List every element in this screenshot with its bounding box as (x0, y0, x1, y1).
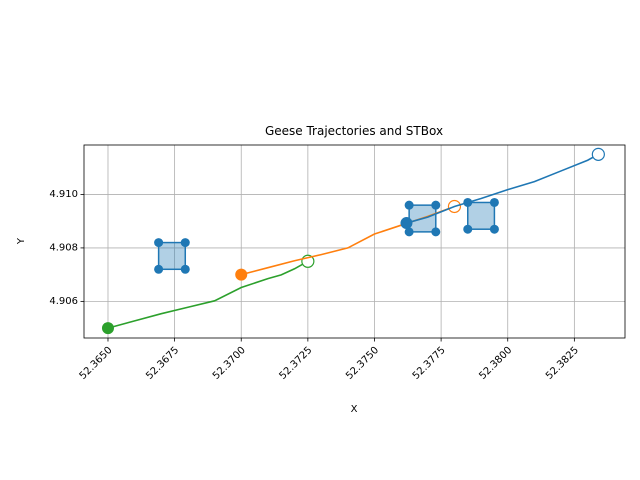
chart-title: Geese Trajectories and STBox (265, 124, 443, 138)
y-axis: 4.906 4.908 4.910 (49, 189, 84, 307)
y-axis-label: Y (16, 237, 27, 245)
trajectory-start-marker (400, 217, 413, 230)
trajectory-line (107, 260, 309, 329)
stbox-corner-point (154, 238, 164, 248)
plot-frame (83, 144, 626, 339)
stbox-corner-point (489, 224, 499, 234)
stbox-corner-point (431, 200, 441, 210)
stbox-corner-point (404, 200, 414, 210)
trajectory-start-marker (235, 268, 248, 281)
stbox-rect (157, 241, 187, 271)
y-tick-label: 4.908 (49, 242, 78, 253)
stbox-corner-point (431, 227, 441, 237)
stbox-layer (154, 197, 499, 274)
trajectory-start-marker (101, 322, 114, 335)
grid (84, 145, 625, 338)
y-tick-label: 4.906 (49, 296, 78, 307)
stbox-corner-point (404, 227, 414, 237)
stbox-corner-point (180, 264, 190, 274)
x-axis-label: X (351, 404, 358, 415)
stbox-corner-point (180, 238, 190, 248)
trajectory-layer (101, 147, 605, 335)
trajectory-end-marker (591, 147, 605, 161)
y-tick-label: 4.910 (49, 189, 78, 200)
stbox-corner-point (463, 224, 473, 234)
stbox-rect (467, 201, 496, 230)
trajectory-line (406, 153, 599, 224)
stbox-corner-point (154, 264, 164, 274)
stbox-corner-point (489, 197, 499, 207)
